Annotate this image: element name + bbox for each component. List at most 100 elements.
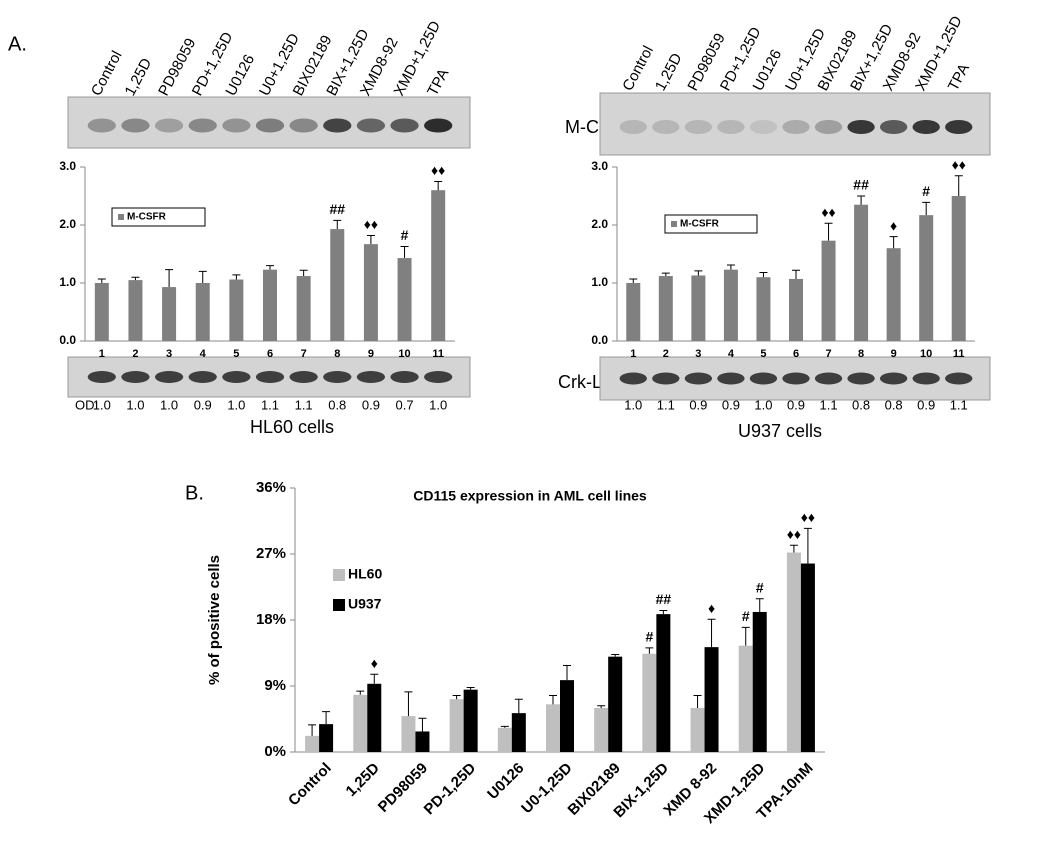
legend-swatch — [333, 569, 345, 581]
cell-label: U937 cells — [738, 421, 822, 441]
error-bar — [366, 234, 375, 245]
blot-band — [814, 372, 843, 385]
blot-band — [717, 372, 745, 385]
blot-band — [121, 118, 150, 133]
error-bar — [741, 626, 750, 646]
cell-label: HL60 cells — [250, 417, 334, 437]
error-bar — [404, 691, 413, 717]
lane-label: U0126 — [222, 52, 258, 99]
blot-band — [847, 372, 875, 385]
error-bar — [322, 711, 331, 725]
x-tick-label: 1,25D — [343, 759, 383, 799]
annotation: ♦♦ — [787, 526, 801, 542]
lane-label: Control — [88, 48, 126, 99]
blot-band — [323, 118, 352, 133]
y-tick-label: 2.0 — [59, 217, 76, 231]
bar — [886, 248, 901, 341]
od-value: 0.9 — [787, 397, 805, 412]
x-tick-label: 2 — [132, 348, 138, 360]
blot-band — [652, 372, 680, 385]
od-value: 1.0 — [624, 397, 642, 412]
od-value: 1.0 — [160, 397, 178, 412]
od-value: 1.0 — [429, 397, 447, 412]
x-tick-label: 11 — [432, 348, 444, 360]
od-value: 1.0 — [227, 397, 245, 412]
x-tick-label: 10 — [398, 348, 410, 360]
bar — [626, 283, 641, 341]
blot-band — [222, 371, 251, 383]
error-bar — [645, 647, 654, 654]
blot-band — [684, 120, 713, 134]
lane-label: TPA — [945, 61, 973, 94]
error-bar — [308, 724, 317, 736]
blot-band — [188, 118, 217, 133]
bar — [658, 276, 673, 341]
blot-band — [749, 372, 778, 385]
blot-band — [255, 118, 285, 133]
x-tick-label: 4 — [728, 348, 735, 360]
bar — [263, 269, 277, 341]
bar — [229, 279, 244, 341]
legend-label: U937 — [348, 596, 382, 612]
error-bar — [333, 219, 342, 230]
lane-label: U0126 — [749, 47, 785, 94]
bar — [128, 280, 143, 341]
blot-band — [749, 120, 778, 134]
error-bar — [165, 269, 174, 288]
legend-swatch — [333, 599, 345, 611]
blot-band — [717, 120, 745, 134]
error-bar — [198, 270, 207, 283]
blot-band — [222, 118, 251, 133]
blot-band — [652, 120, 680, 134]
error-bar — [789, 544, 798, 553]
od-value: 0.8 — [328, 397, 346, 412]
x-tick-label: Control — [285, 760, 335, 810]
x-tick-label: 9 — [891, 348, 897, 360]
blot-band — [912, 372, 940, 385]
blot-band — [289, 371, 318, 383]
x-tick-label: 8 — [334, 348, 340, 360]
annotation: ## — [853, 177, 869, 193]
od-value: 0.9 — [362, 397, 380, 412]
error-bar — [693, 695, 702, 708]
bar — [560, 680, 574, 752]
bar — [786, 552, 801, 752]
x-tick-label: 9 — [368, 348, 374, 360]
y-tick-label: 36% — [256, 479, 286, 496]
lane-label: TPA — [424, 66, 452, 99]
bar — [296, 276, 311, 341]
blot-band — [424, 118, 453, 133]
bar — [353, 694, 368, 752]
legend-box — [664, 214, 758, 234]
y-tick-label: 0.0 — [59, 333, 76, 347]
annotation: # — [401, 227, 409, 243]
x-tick-label: 3 — [166, 348, 172, 360]
error-bar — [452, 695, 461, 700]
blot-band — [945, 120, 973, 134]
blot-band — [424, 371, 453, 383]
blot-band — [879, 120, 908, 134]
bar — [656, 614, 671, 752]
bar — [401, 716, 416, 752]
bar — [723, 269, 738, 341]
error-bar — [954, 175, 963, 196]
od-value: 0.9 — [689, 397, 707, 412]
error-bar — [889, 236, 898, 249]
blot-band — [390, 371, 419, 383]
bar — [951, 196, 966, 341]
blot-band — [121, 371, 150, 383]
bar — [690, 708, 705, 752]
blot-band — [356, 118, 386, 133]
error-bar — [131, 276, 140, 281]
error-bar — [694, 270, 703, 276]
blot-band — [154, 118, 184, 133]
y-tick-label: 27% — [256, 545, 286, 562]
bar — [546, 704, 560, 752]
bar — [330, 229, 345, 341]
od-value: 1.1 — [820, 397, 838, 412]
bar — [449, 699, 464, 752]
x-tick-label: 2 — [663, 348, 669, 360]
error-bar — [726, 264, 735, 270]
x-tick-label: 5 — [760, 348, 766, 360]
